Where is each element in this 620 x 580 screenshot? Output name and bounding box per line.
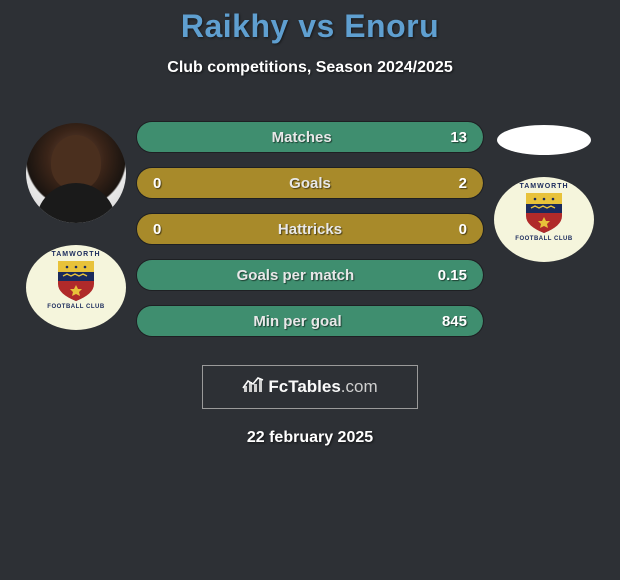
stat-label: Matches <box>272 129 332 146</box>
page-title: Raikhy vs Enoru <box>181 8 439 45</box>
stat-row: 0 Hattricks 0 <box>136 213 484 245</box>
infographic-root: Raikhy vs Enoru Club competitions, Seaso… <box>0 0 620 447</box>
left-club-badge: TAMWORTH FOOTBALL CLUB <box>26 245 126 330</box>
stat-row: Goals per match 0.15 <box>136 259 484 291</box>
date-text: 22 february 2025 <box>247 429 373 447</box>
stat-right-value: 13 <box>450 129 467 146</box>
right-column: TAMWORTH FOOTBALL CLUB <box>484 121 604 262</box>
stat-row: Min per goal 845 <box>136 305 484 337</box>
stat-left-value: 0 <box>153 221 161 238</box>
right-player-avatar <box>497 125 591 155</box>
page-subtitle: Club competitions, Season 2024/2025 <box>167 59 452 77</box>
left-player-avatar <box>26 123 126 223</box>
stats-column: Matches 13 0 Goals 2 0 Hattricks 0 Goals per mat… <box>136 121 484 337</box>
logo-text: FcTables.com <box>268 377 377 397</box>
logo-domain: .com <box>341 377 378 396</box>
right-badge-top-text: TAMWORTH <box>519 183 568 190</box>
right-badge-shield-icon <box>525 192 563 234</box>
stat-label: Goals per match <box>237 267 355 284</box>
left-column: TAMWORTH FOOTBALL CLUB <box>16 121 136 330</box>
stat-right-value: 2 <box>459 175 467 192</box>
chart-icon <box>242 376 264 399</box>
right-badge-bottom-text: FOOTBALL CLUB <box>515 236 572 242</box>
stat-label: Min per goal <box>253 313 341 330</box>
stat-right-value: 0.15 <box>438 267 467 284</box>
main-row: TAMWORTH FOOTBALL CLUB Matches 13 <box>0 121 620 337</box>
stat-right-value: 845 <box>442 313 467 330</box>
stat-left-value: 0 <box>153 175 161 192</box>
stat-label: Hattricks <box>278 221 342 238</box>
stat-label: Goals <box>289 175 331 192</box>
left-badge-bottom-text: FOOTBALL CLUB <box>47 304 104 310</box>
stat-right-value: 0 <box>459 221 467 238</box>
left-badge-shield-icon <box>57 260 95 302</box>
stat-row: Matches 13 <box>136 121 484 153</box>
left-badge-top-text: TAMWORTH <box>51 251 100 258</box>
stat-row: 0 Goals 2 <box>136 167 484 199</box>
logo-label: FcTables <box>268 377 340 396</box>
right-club-badge: TAMWORTH FOOTBALL CLUB <box>494 177 594 262</box>
fctables-logo-box: FcTables.com <box>202 365 418 409</box>
